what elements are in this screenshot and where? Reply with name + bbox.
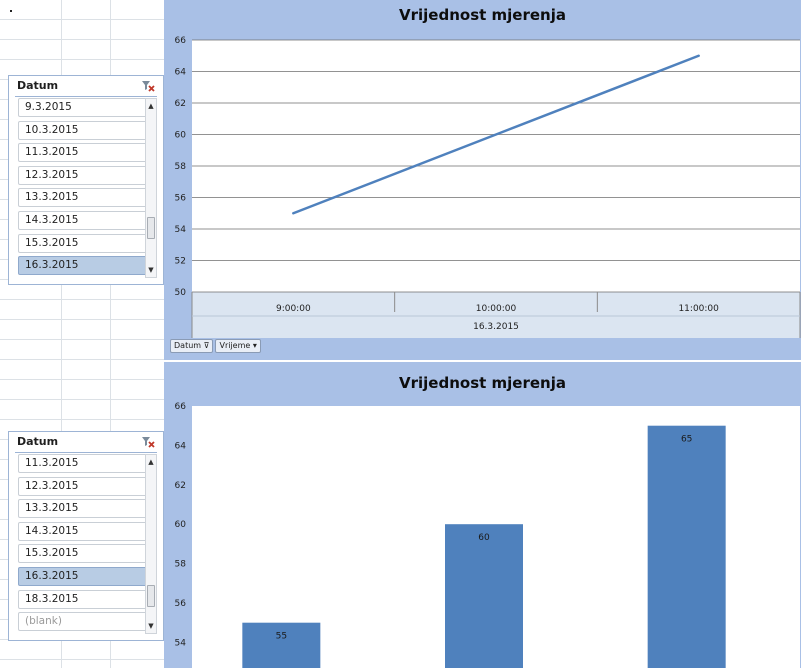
y-tick-label: 52 xyxy=(175,257,186,267)
y-tick-label: 64 xyxy=(175,68,187,78)
y-tick-label: 64 xyxy=(175,441,187,451)
chart-title: Vrijednost mjerenja xyxy=(399,6,566,24)
datum-slicer-bottom[interactable]: Datum 11.3.2015 12.3.2015 13.3.2015 14.3.20… xyxy=(8,431,164,641)
x-tick-label: 10:00:00 xyxy=(476,304,517,314)
scroll-up-icon[interactable]: ▲ xyxy=(148,458,154,466)
slicer-item[interactable]: 14.3.2015 xyxy=(18,210,150,230)
bar-chart-panel[interactable]: Vrijednost mjerenja 54 56 58 60 62 64 66 55 60 65 xyxy=(164,362,801,668)
y-tick-label: 58 xyxy=(175,560,187,570)
scroll-down-icon[interactable]: ▼ xyxy=(148,622,154,630)
bar xyxy=(445,524,523,668)
chart-title: Vrijednost mjerenja xyxy=(399,374,566,392)
y-tick-label: 60 xyxy=(175,131,187,141)
slicer-item-list: 9.3.2015 10.3.2015 11.3.2015 12.3.2015 13.3.… xyxy=(18,98,150,279)
x-tick-label: 11:00:00 xyxy=(678,304,719,314)
slicer-item[interactable]: 11.3.2015 xyxy=(18,454,150,473)
datum-field-button[interactable]: Datum ⊽ xyxy=(170,339,214,353)
slicer-title: Datum xyxy=(17,79,59,92)
slicer-scrollbar[interactable]: ▲ ▼ xyxy=(145,454,157,634)
scroll-up-icon[interactable]: ▲ xyxy=(148,102,154,110)
y-tick-label: 54 xyxy=(175,225,187,235)
line-chart: 50 52 54 56 58 60 62 64 66 9:00:00 10:00:00 11:00:0… xyxy=(175,36,801,338)
datum-slicer-top[interactable]: Datum 9.3.2015 10.3.2015 11.3.2015 12.3.201… xyxy=(8,75,164,285)
x-group-label: 16.3.2015 xyxy=(473,322,519,332)
slicer-item[interactable]: 12.3.2015 xyxy=(18,476,150,496)
slicer-item[interactable]: 9.3.2015 xyxy=(18,98,150,117)
slicer-item[interactable]: 16.3.2015 xyxy=(18,256,150,276)
slicer-item[interactable]: 18.3.2015 xyxy=(18,589,150,609)
slicer-item[interactable]: 16.3.2015 xyxy=(18,566,150,586)
bar xyxy=(647,425,726,668)
y-tick-label: 58 xyxy=(175,162,187,172)
vrijeme-field-button[interactable]: Vrijeme ▾ xyxy=(215,339,261,353)
slicer-item[interactable]: (blank) xyxy=(18,612,150,632)
data-label: 60 xyxy=(478,533,490,543)
slicer-item[interactable]: 15.3.2015 xyxy=(18,233,150,253)
slicer-item[interactable]: 14.3.2015 xyxy=(18,521,150,541)
y-tick-label: 50 xyxy=(175,288,187,298)
data-label: 65 xyxy=(681,435,692,445)
clear-filter-icon[interactable] xyxy=(141,435,155,449)
y-tick-label: 56 xyxy=(175,194,187,204)
slicer-item[interactable]: 13.3.2015 xyxy=(18,188,150,208)
y-tick-label: 66 xyxy=(175,36,187,46)
data-label: 55 xyxy=(276,632,287,642)
pivot-field-buttons: Datum ⊽ Vrijeme ▾ xyxy=(170,339,261,353)
slicer-item[interactable]: 10.3.2015 xyxy=(18,120,150,140)
x-axis-band xyxy=(192,292,800,338)
y-tick-label: 54 xyxy=(175,638,187,648)
clear-filter-icon[interactable] xyxy=(141,79,155,93)
line-chart-panel[interactable]: Vrijednost mjerenja 50 52 54 56 58 60 62 64 66 9:… xyxy=(164,0,801,360)
scroll-thumb[interactable] xyxy=(147,217,155,239)
slicer-title: Datum xyxy=(17,435,59,448)
bar xyxy=(242,622,321,668)
slicer-item[interactable]: 15.3.2015 xyxy=(18,544,150,564)
scroll-down-icon[interactable]: ▼ xyxy=(148,266,154,274)
slicer-header: Datum xyxy=(15,76,157,97)
slicer-header: Datum xyxy=(15,432,157,453)
slicer-item[interactable]: 12.3.2015 xyxy=(18,165,150,185)
slicer-scrollbar[interactable]: ▲ ▼ xyxy=(145,98,157,278)
y-tick-label: 62 xyxy=(175,99,186,109)
slicer-item[interactable]: 13.3.2015 xyxy=(18,499,150,519)
y-tick-label: 56 xyxy=(175,599,187,609)
bar-chart: 54 56 58 60 62 64 66 55 60 65 xyxy=(175,402,800,668)
scroll-thumb[interactable] xyxy=(147,585,155,607)
cell-marker xyxy=(10,10,12,12)
slicer-item[interactable]: 11.3.2015 xyxy=(18,143,150,163)
x-tick-label: 9:00:00 xyxy=(276,304,311,314)
y-tick-label: 66 xyxy=(175,402,187,412)
y-tick-label: 62 xyxy=(175,481,186,491)
y-tick-label: 60 xyxy=(175,520,187,530)
series-line xyxy=(292,54,700,215)
slicer-item-list: 11.3.2015 12.3.2015 13.3.2015 14.3.2015 15.3… xyxy=(18,454,150,635)
